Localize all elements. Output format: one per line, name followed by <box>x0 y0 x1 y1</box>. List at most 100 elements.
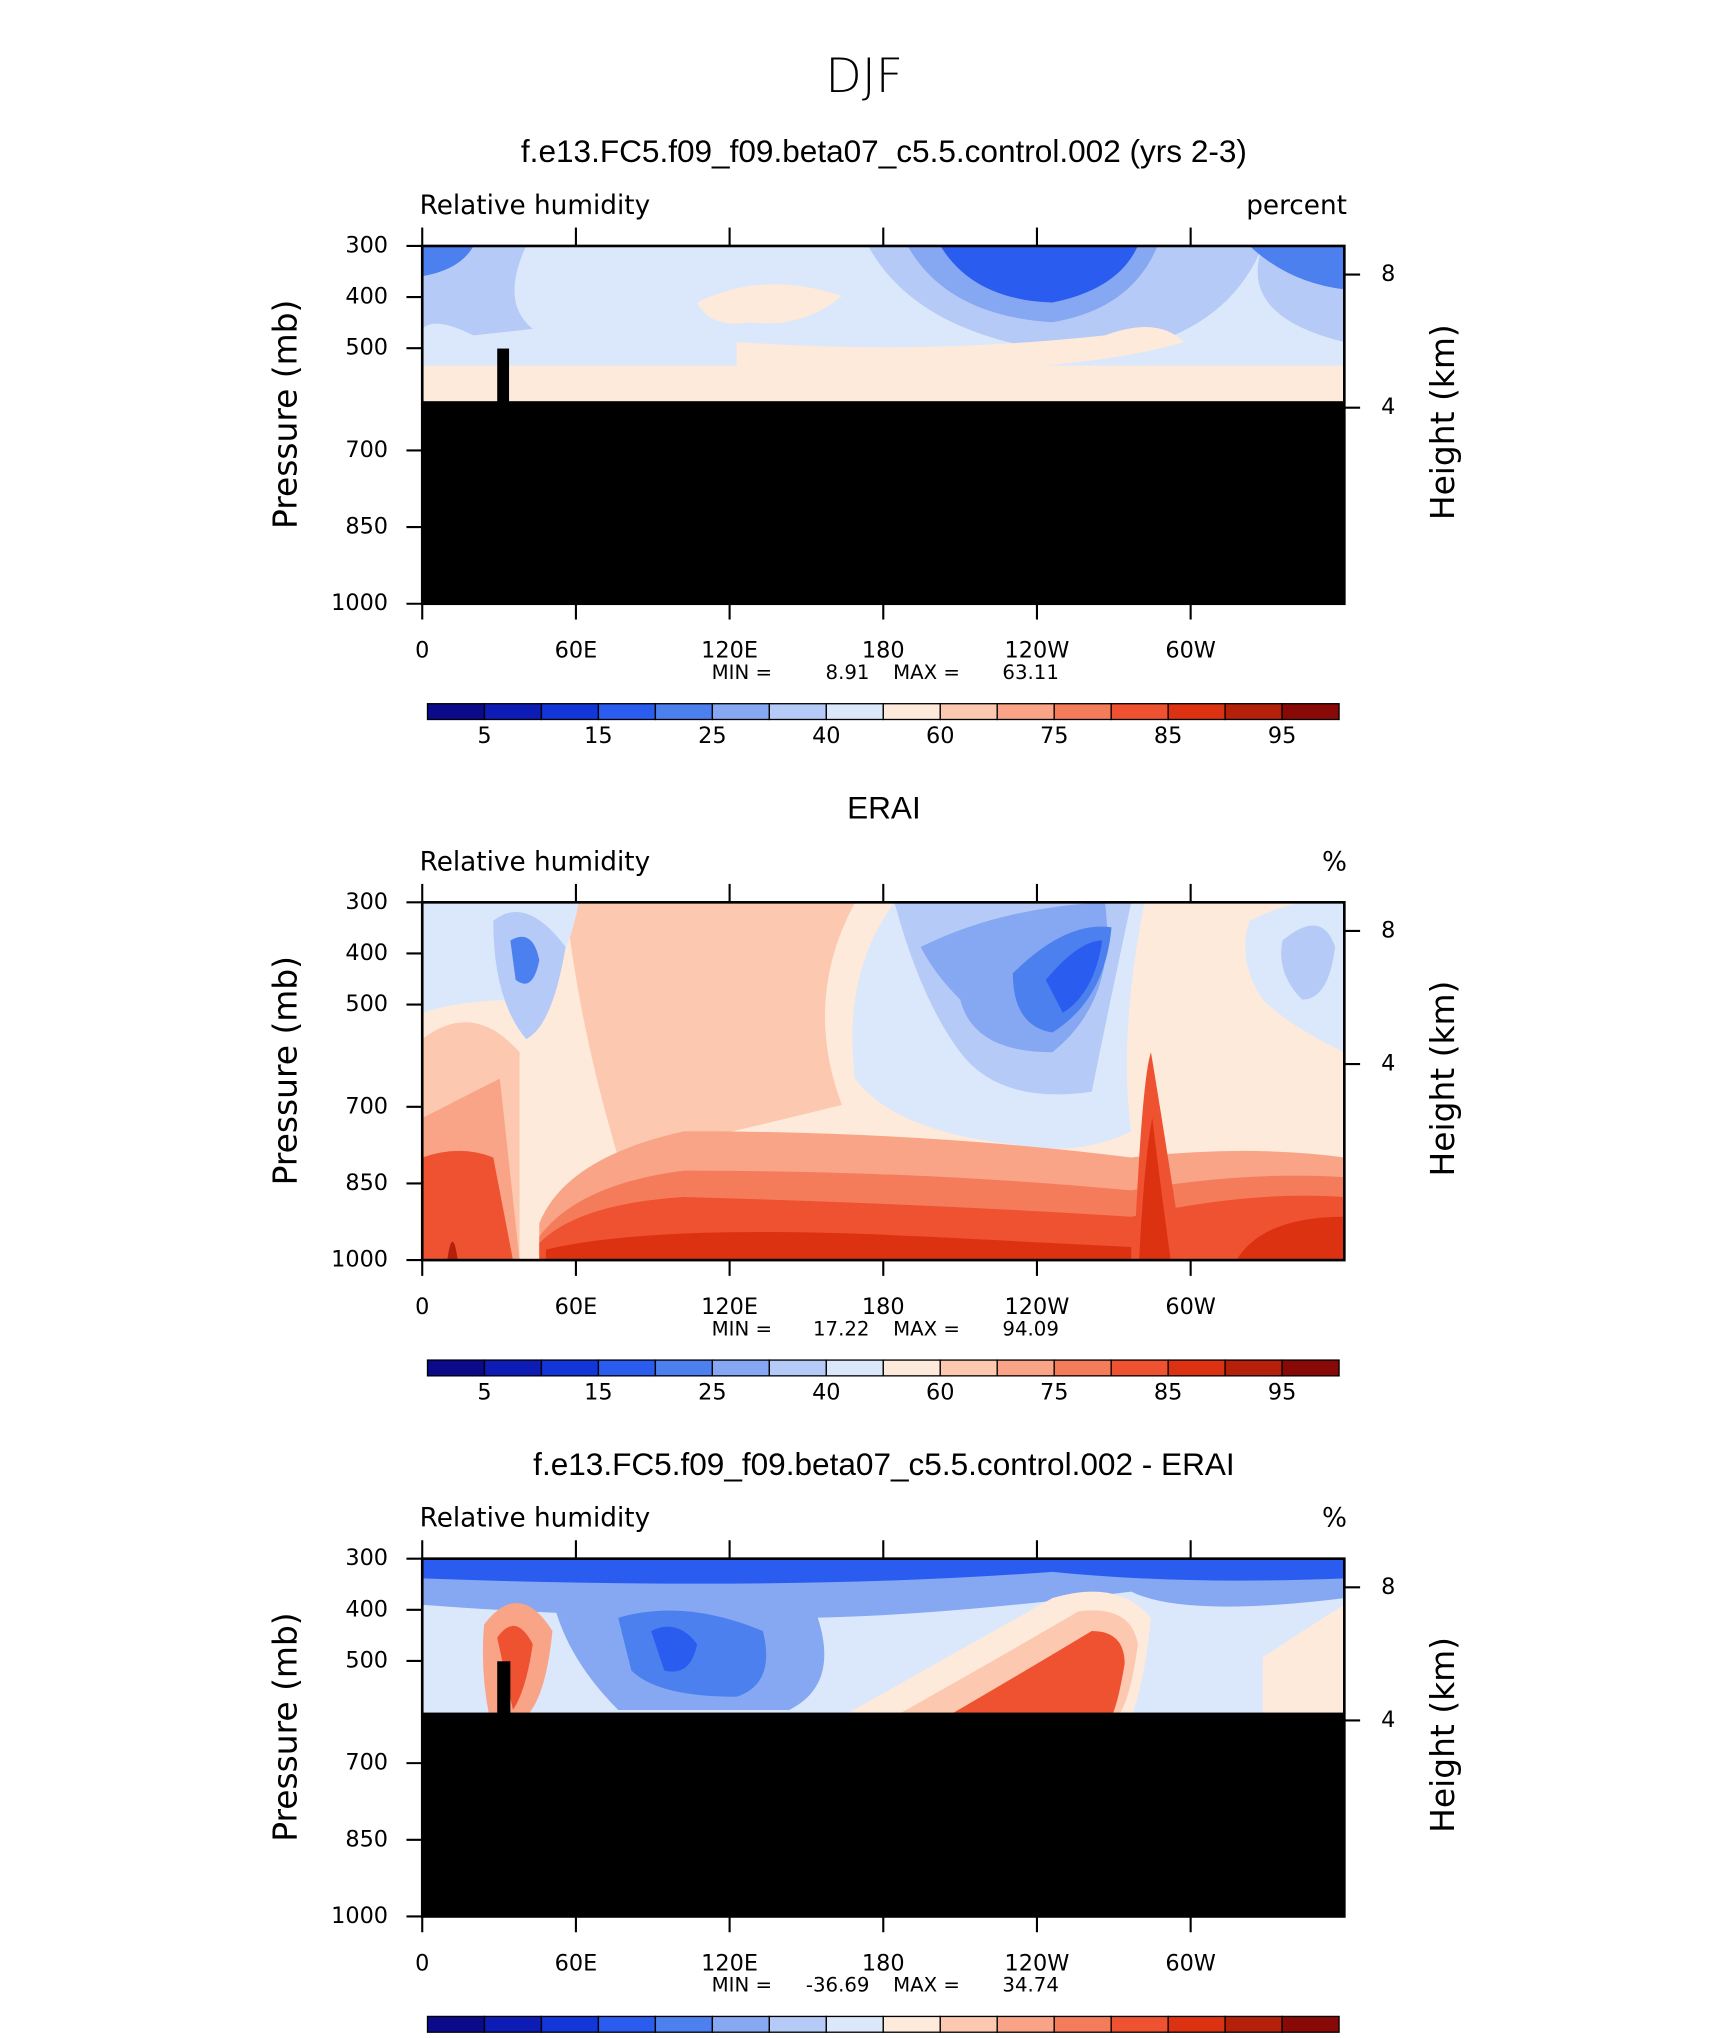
colorbar-box <box>1110 703 1169 721</box>
colorbar-box <box>768 1359 827 1377</box>
colorbar-box <box>483 1359 543 1377</box>
colorbar-box <box>426 1359 486 1377</box>
x-tick-label: 120W <box>1005 1950 1070 1976</box>
y-tick-label: 300 <box>345 889 388 915</box>
colorbar-box <box>882 703 941 721</box>
max-text: MAX = <box>893 661 960 684</box>
y2-tick-label: 8 <box>1381 261 1395 287</box>
colorbar-box <box>1281 2015 1340 2033</box>
y-tick-label: 500 <box>345 335 388 361</box>
colorbar-box <box>939 703 998 721</box>
y-tick-label: 300 <box>345 232 388 258</box>
colorbar-box <box>1110 2015 1169 2033</box>
y2-tick-label: 8 <box>1381 1574 1395 1600</box>
left-string: Relative humidity <box>420 191 651 221</box>
y2-tick-label: 4 <box>1381 394 1395 420</box>
plot-frame <box>420 901 1346 1262</box>
min-value: -36.69 <box>806 1974 870 1997</box>
x-tick-label: 180 <box>862 638 905 664</box>
colorbar-label: 95 <box>1268 1379 1296 1405</box>
colorbar-box <box>540 2015 600 2033</box>
colorbar-label: 85 <box>1154 723 1182 749</box>
colorbar-box <box>597 703 657 721</box>
x-tick-label: 120E <box>701 638 758 664</box>
colorbar-box <box>825 2015 884 2033</box>
colorbar-label: 50 <box>1268 2036 1296 2038</box>
y-tick-label: 400 <box>345 1596 388 1622</box>
colorbar-label: 60 <box>926 723 954 749</box>
plot-frame <box>420 244 1346 606</box>
max-text: MAX = <box>893 1317 960 1340</box>
colorbar-label: 15 <box>1040 2036 1068 2038</box>
min-text: MIN = <box>712 1317 772 1340</box>
colorbar-box <box>1053 703 1112 721</box>
colorbar-label: 15 <box>584 1379 612 1405</box>
colorbar-label: 60 <box>926 1379 954 1405</box>
y2-axis-label: Height (km) <box>1423 324 1462 520</box>
y-tick-label: 1000 <box>331 590 388 616</box>
colorbar-label: 40 <box>1211 2036 1239 2038</box>
colorbar-box <box>1167 2015 1226 2033</box>
colorbar-box <box>939 2015 998 2033</box>
colorbar-box <box>996 2015 1055 2033</box>
min-value: 17.22 <box>813 1317 869 1340</box>
x-tick-label: 120E <box>701 1950 758 1976</box>
panel-title: f.e13.FC5.f09_f09.beta07_c5.5.control.00… <box>521 133 1247 169</box>
y2-tick-label: 4 <box>1381 1051 1395 1077</box>
colorbar-label: 95 <box>1268 723 1296 749</box>
colorbar-box <box>1167 1359 1226 1377</box>
x-tick-label: 60E <box>555 1294 598 1320</box>
colorbar-label: 5 <box>477 723 491 749</box>
colorbar-label: 5 <box>933 2036 947 2038</box>
x-tick-label: 120W <box>1005 638 1070 664</box>
y-axis-label: Pressure (mb) <box>265 1612 304 1841</box>
left-string: Relative humidity <box>420 847 651 877</box>
colorbar-box <box>882 1359 941 1377</box>
left-string: Relative humidity <box>420 1504 651 1534</box>
x-tick-label: 60E <box>555 638 598 664</box>
panel-title: ERAI <box>847 790 921 826</box>
colorbar-label: -30 <box>580 2036 617 2038</box>
colorbar-box <box>711 1359 770 1377</box>
x-tick-label: 60W <box>1165 638 1216 664</box>
x-tick-label: 120W <box>1005 1294 1070 1320</box>
y-axis-label: Pressure (mb) <box>265 300 304 529</box>
colorbar-box <box>825 703 884 721</box>
min-text: MIN = <box>712 1974 772 1997</box>
y-tick-label: 700 <box>345 437 388 463</box>
colorbar-label: -20 <box>637 2036 674 2038</box>
colorbar-label: 40 <box>812 1379 840 1405</box>
figure-title: DJF <box>825 49 903 104</box>
colorbar-box <box>996 1359 1055 1377</box>
colorbar-box <box>597 1359 657 1377</box>
colorbar-box <box>825 1359 884 1377</box>
colorbar-box <box>711 2015 770 2033</box>
y2-axis-label: Height (km) <box>1423 981 1462 1177</box>
max-text: MAX = <box>893 1974 960 1997</box>
min-value: 8.91 <box>826 661 870 684</box>
colorbar-box <box>426 703 486 721</box>
y-tick-label: 700 <box>345 1750 388 1776</box>
x-tick-label: 0 <box>415 1294 429 1320</box>
contour-field <box>422 1558 1345 1917</box>
x-tick-label: 120E <box>701 1294 758 1320</box>
x-tick-label: 60W <box>1165 1950 1216 1976</box>
colorbar-box <box>654 1359 714 1377</box>
x-tick-label: 60E <box>555 1950 598 1976</box>
colorbar-label: 75 <box>1040 723 1068 749</box>
colorbar-box <box>654 2015 714 2033</box>
y2-tick-label: 8 <box>1381 917 1395 943</box>
colorbar-box <box>711 703 770 721</box>
y-axis-label: Pressure (mb) <box>265 956 304 1185</box>
colorbar-box <box>939 1359 998 1377</box>
x-tick-label: 180 <box>862 1950 905 1976</box>
colorbar-label: -50 <box>466 2036 503 2038</box>
colorbar-label: 25 <box>698 1379 726 1405</box>
y2-axis-label: Height (km) <box>1423 1637 1462 1833</box>
colorbar-label: 5 <box>477 1379 491 1405</box>
colorbar-box <box>1281 703 1340 721</box>
colorbar-box <box>426 2015 486 2033</box>
colorbar-box <box>882 2015 941 2033</box>
colorbar-box <box>1167 703 1226 721</box>
